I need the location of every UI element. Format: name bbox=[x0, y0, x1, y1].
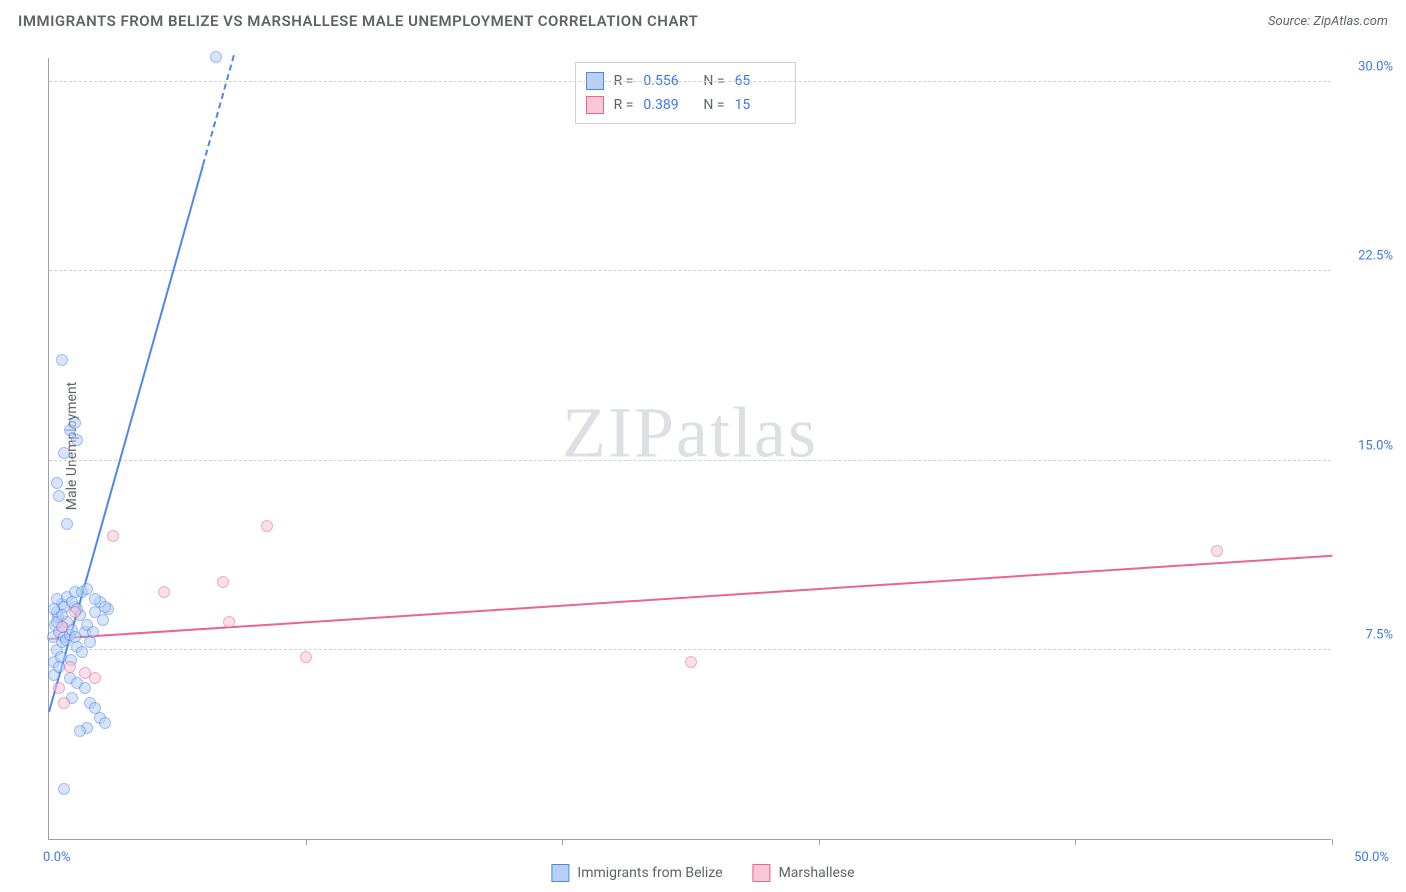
data-point bbox=[99, 717, 111, 729]
data-point bbox=[261, 520, 273, 532]
data-point bbox=[223, 616, 235, 628]
data-point bbox=[74, 725, 86, 737]
data-point bbox=[685, 656, 697, 668]
y-tick-label: 7.5% bbox=[1365, 627, 1393, 642]
data-point bbox=[61, 518, 73, 530]
data-point bbox=[64, 661, 76, 673]
data-point bbox=[1211, 545, 1223, 557]
x-tick bbox=[306, 839, 307, 845]
swatch-icon bbox=[753, 864, 771, 882]
data-point bbox=[81, 583, 93, 595]
data-point bbox=[53, 490, 65, 502]
legend-label: Immigrants from Belize bbox=[577, 865, 722, 881]
gridline bbox=[49, 270, 1331, 271]
source-credit: Source: ZipAtlas.com bbox=[1268, 14, 1388, 29]
data-point bbox=[58, 697, 70, 709]
data-point bbox=[56, 621, 68, 633]
data-point bbox=[71, 434, 83, 446]
data-point bbox=[158, 586, 170, 598]
data-point bbox=[56, 354, 68, 366]
swatch-icon bbox=[551, 864, 569, 882]
y-tick-label: 22.5% bbox=[1358, 249, 1393, 264]
stats-legend: R = 0.556 N = 65 R = 0.389 N = 15 bbox=[575, 62, 796, 124]
bottom-legend: Immigrants from Belize Marshallese bbox=[551, 864, 854, 882]
data-point bbox=[300, 651, 312, 663]
y-tick-label: 30.0% bbox=[1358, 60, 1393, 75]
x-tick bbox=[1075, 839, 1076, 845]
stat-r-label: R = bbox=[614, 93, 634, 117]
stat-n-value: 15 bbox=[735, 93, 785, 117]
trend-line bbox=[202, 56, 235, 166]
gridline bbox=[49, 81, 1331, 82]
watermark: ZIPatlas bbox=[562, 391, 818, 474]
data-point bbox=[87, 626, 99, 638]
swatch-icon bbox=[586, 96, 604, 114]
data-point bbox=[69, 606, 81, 618]
data-point bbox=[99, 601, 111, 613]
data-point bbox=[58, 783, 70, 795]
data-point bbox=[89, 672, 101, 684]
page-title: IMMIGRANTS FROM BELIZE VS MARSHALLESE MA… bbox=[18, 12, 698, 30]
legend-item: Immigrants from Belize bbox=[551, 864, 722, 882]
stat-r-value: 0.389 bbox=[643, 93, 693, 117]
data-point bbox=[107, 530, 119, 542]
chart-area: ZIPatlas R = 0.556 N = 65 R = 0.389 N = … bbox=[48, 58, 1331, 840]
data-point bbox=[79, 682, 91, 694]
data-point bbox=[53, 682, 65, 694]
legend-item: Marshallese bbox=[753, 864, 855, 882]
gridline bbox=[49, 460, 1331, 461]
data-point bbox=[76, 646, 88, 658]
x-tick bbox=[819, 839, 820, 845]
trend-line bbox=[49, 554, 1332, 639]
data-point bbox=[210, 51, 222, 63]
data-point bbox=[51, 477, 63, 489]
data-point bbox=[58, 447, 70, 459]
data-point bbox=[217, 576, 229, 588]
gridline bbox=[49, 649, 1331, 650]
stats-row: R = 0.389 N = 15 bbox=[586, 93, 785, 117]
stat-n-label: N = bbox=[703, 93, 724, 117]
x-tick-label: 50.0% bbox=[1354, 850, 1389, 865]
x-tick-label: 0.0% bbox=[43, 850, 71, 865]
x-tick bbox=[1332, 839, 1333, 845]
x-tick bbox=[562, 839, 563, 845]
y-tick-label: 15.0% bbox=[1358, 438, 1393, 453]
data-point bbox=[69, 417, 81, 429]
legend-label: Marshallese bbox=[779, 865, 855, 881]
data-point bbox=[48, 603, 60, 615]
data-point bbox=[84, 636, 96, 648]
